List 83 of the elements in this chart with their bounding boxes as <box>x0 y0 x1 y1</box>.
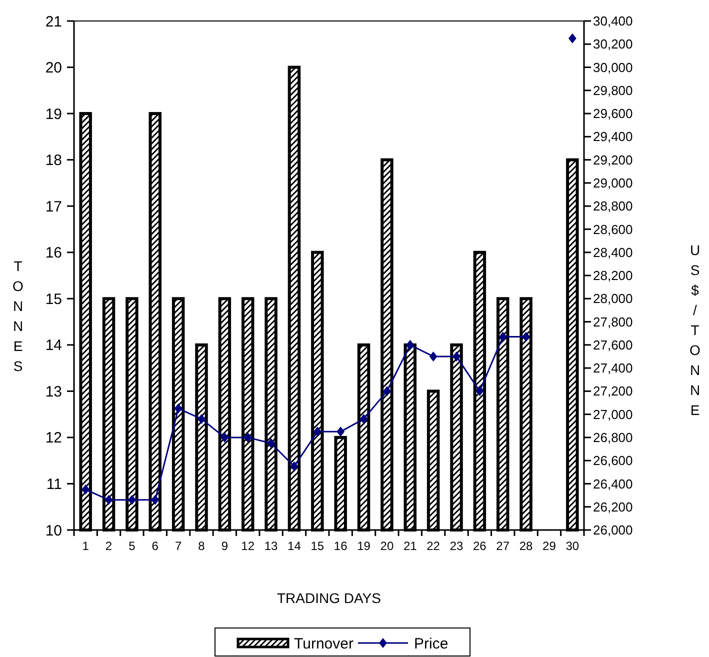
x-tick-label: 2 <box>105 539 112 553</box>
x-tick-label: 5 <box>128 539 136 553</box>
x-tick-label: 23 <box>450 539 464 553</box>
y2-tick-label: 27,600 <box>593 337 633 352</box>
point <box>220 432 229 442</box>
point <box>382 386 391 396</box>
y2-tick-label: 29,200 <box>593 152 633 168</box>
y2-tick-label: 26,600 <box>593 453 633 468</box>
x-tick-label: 27 <box>496 539 510 553</box>
point <box>198 414 206 424</box>
y-tick-label: 19 <box>45 106 62 123</box>
y-tick-label: 12 <box>45 430 62 447</box>
x-tick-label: 1 <box>82 539 90 553</box>
x-tick-label: 8 <box>198 539 206 553</box>
point <box>360 414 368 424</box>
y2-tick-label: 29,000 <box>593 176 633 191</box>
y2-tick-label: 26,200 <box>593 499 633 514</box>
point <box>244 432 252 442</box>
point <box>476 386 484 396</box>
point <box>151 494 160 505</box>
x-tick-label: 14 <box>288 539 302 553</box>
x-tick-label: 20 <box>380 539 394 553</box>
y2-tick-label: 26,000 <box>593 522 633 538</box>
x-tick-label: 21 <box>403 539 418 553</box>
point <box>406 340 414 350</box>
point <box>82 484 90 495</box>
x-tick-label: 19 <box>357 539 371 553</box>
point <box>429 351 438 362</box>
point <box>336 426 345 437</box>
y2-tick-label: 29,600 <box>593 106 633 122</box>
y-axis-title: TONNES <box>12 258 24 374</box>
y2-tick-label: 29,400 <box>593 129 633 144</box>
x-tick-label: 22 <box>426 539 440 553</box>
y-tick-label: 15 <box>45 290 62 308</box>
point <box>128 494 136 505</box>
y-tick-label: 18 <box>45 152 62 170</box>
y2-tick-label: 27,800 <box>593 314 633 330</box>
x-tick-label: 28 <box>519 539 534 553</box>
x-tick-label: 12 <box>241 539 255 553</box>
x-tick-label: 9 <box>221 539 228 553</box>
point <box>313 426 322 437</box>
x-tick-label: 16 <box>334 539 348 553</box>
y2-tick-label: 30,000 <box>593 60 633 75</box>
y2-tick-label: 27,400 <box>593 360 633 376</box>
y2-tick-label: 26,400 <box>593 476 633 492</box>
y2-tick-label: 27,200 <box>593 384 633 399</box>
y-tick-label: 14 <box>45 337 62 354</box>
y-tick-label: 16 <box>45 244 62 262</box>
x-tick-label: 7 <box>174 539 182 553</box>
y2-tick-label: 28,600 <box>593 222 633 237</box>
x-tick-label: 29 <box>542 539 556 553</box>
point <box>522 332 530 342</box>
y-tick-label: 13 <box>45 383 62 400</box>
x-tick-label: 30 <box>566 539 580 553</box>
y2-tick-label: 28,400 <box>593 244 633 260</box>
legend-label: Price <box>414 635 448 652</box>
text: US$/TONNE <box>690 242 700 418</box>
y2-tick-label: 26,800 <box>593 430 633 446</box>
point <box>498 332 507 342</box>
x-axis-title: TRADING DAYS <box>277 590 381 606</box>
y-tick-label: 20 <box>45 60 62 77</box>
x-tick-label: 15 <box>310 539 324 553</box>
legend-label: Turnover <box>294 635 354 652</box>
y-tick-label: 10 <box>45 522 62 540</box>
x-tick-label: 26 <box>473 539 487 553</box>
point <box>104 494 113 505</box>
y-tick-label: 17 <box>45 198 62 216</box>
y2-tick-label: 29,800 <box>593 82 633 98</box>
point <box>267 438 276 448</box>
y2-tick-label: 30,400 <box>593 14 633 29</box>
y2-tick-label: 28,200 <box>593 268 633 284</box>
y2-tick-label: 30,200 <box>593 36 633 52</box>
point <box>290 461 298 472</box>
point <box>568 33 576 44</box>
y-tick-label: 21 <box>45 13 62 30</box>
y2-tick-label: 28,000 <box>593 291 633 306</box>
y2-tick-label: 28,800 <box>593 198 633 214</box>
y2-tick-label: 27,000 <box>593 406 633 422</box>
y-tick-label: 11 <box>46 476 62 493</box>
x-tick-label: 6 <box>152 539 159 553</box>
point <box>452 351 460 362</box>
x-tick-label: 13 <box>264 539 278 553</box>
point <box>174 404 182 414</box>
